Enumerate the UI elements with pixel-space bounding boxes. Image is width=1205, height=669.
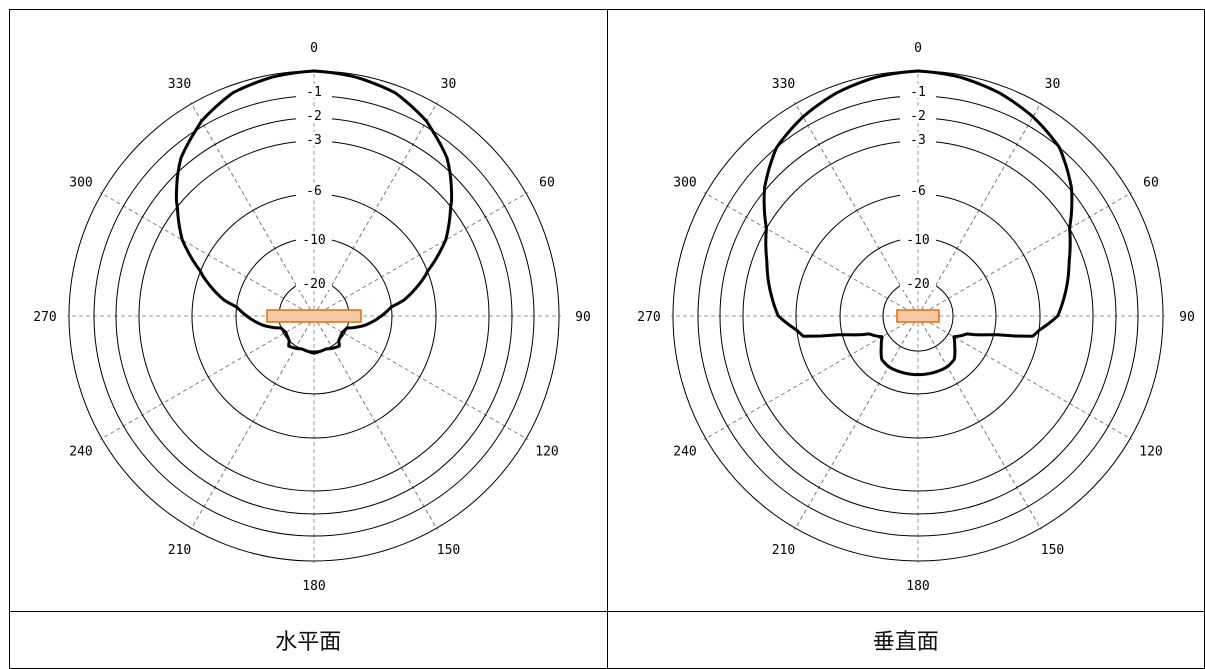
spoke-240 — [703, 315, 919, 440]
angle-tick-label: 0 — [914, 41, 922, 56]
radial-tick-label: -3 — [306, 133, 322, 148]
radial-tick-label: -10 — [906, 233, 929, 248]
radial-tick-label: -10 — [302, 233, 325, 248]
angle-tick-label: 240 — [673, 445, 696, 460]
spoke-210 — [794, 315, 919, 531]
angle-tick-label: 30 — [1045, 77, 1061, 92]
radial-tick-label: -6 — [306, 184, 322, 199]
radial-label-bg — [296, 108, 332, 122]
angle-tick-label: 210 — [772, 543, 795, 558]
angle-tick-label: 30 — [441, 77, 457, 92]
angle-tick-label: 240 — [69, 445, 92, 460]
angle-tick-label: 90 — [1179, 310, 1195, 325]
angle-tick-label: 270 — [33, 310, 56, 325]
angle-tick-label: 150 — [437, 543, 460, 558]
spoke-120 — [917, 315, 1133, 440]
spoke-150 — [917, 315, 1042, 531]
caption-horizontal: 水平面 — [9, 610, 608, 669]
spoke-30 — [917, 101, 1042, 317]
radial-label-bg — [900, 108, 936, 122]
spoke-240 — [99, 315, 315, 440]
radial-label-bg — [296, 183, 332, 197]
radial-label-bg — [900, 183, 936, 197]
radial-label-bg — [900, 132, 936, 146]
caption-vertical: 垂直面 — [606, 610, 1205, 669]
spoke-60 — [917, 192, 1133, 317]
angle-tick-label: 210 — [168, 543, 191, 558]
radial-tick-label: -2 — [306, 109, 322, 124]
angle-tick-label: 180 — [302, 579, 325, 594]
angle-tick-label: 120 — [1139, 445, 1162, 460]
pattern-curve — [762, 69, 1074, 377]
spoke-330 — [190, 101, 315, 317]
pattern-curve — [174, 69, 454, 355]
angle-tick-label: 270 — [637, 310, 660, 325]
angle-tick-label: 180 — [906, 579, 929, 594]
angle-tick-label: 330 — [168, 77, 191, 92]
radial-tick-label: -1 — [910, 85, 926, 100]
radial-label-bg — [296, 232, 332, 246]
figure-table: 水平面 垂直面 — [9, 9, 1205, 669]
radial-tick-label: -20 — [906, 277, 929, 292]
radial-tick-label: -6 — [910, 184, 926, 199]
radial-tick-label: -3 — [910, 133, 926, 148]
spoke-150 — [313, 315, 438, 531]
spoke-210 — [190, 315, 315, 531]
microphone-element — [266, 309, 362, 323]
radial-label-bg — [900, 84, 936, 98]
angle-tick-label: 60 — [539, 176, 555, 191]
angle-tick-label: 300 — [69, 176, 92, 191]
radial-label-bg — [900, 232, 936, 246]
radial-label-bg — [900, 276, 936, 290]
angle-tick-label: 120 — [535, 445, 558, 460]
angle-tick-label: 90 — [575, 310, 591, 325]
radial-label-bg — [296, 84, 332, 98]
spoke-120 — [313, 315, 529, 440]
spoke-300 — [703, 192, 919, 317]
spoke-60 — [313, 192, 529, 317]
angle-tick-label: 300 — [673, 176, 696, 191]
angle-tick-label: 60 — [1143, 176, 1159, 191]
spoke-30 — [313, 101, 438, 317]
angle-tick-label: 0 — [310, 41, 318, 56]
radial-tick-label: -20 — [302, 277, 325, 292]
angle-tick-label: 330 — [772, 77, 795, 92]
radial-tick-label: -2 — [910, 109, 926, 124]
radial-label-bg — [296, 132, 332, 146]
microphone-element — [896, 309, 940, 323]
angle-tick-label: 150 — [1041, 543, 1064, 558]
spoke-330 — [794, 101, 919, 317]
radial-tick-label: -1 — [306, 85, 322, 100]
spoke-300 — [99, 192, 315, 317]
radial-label-bg — [296, 276, 332, 290]
